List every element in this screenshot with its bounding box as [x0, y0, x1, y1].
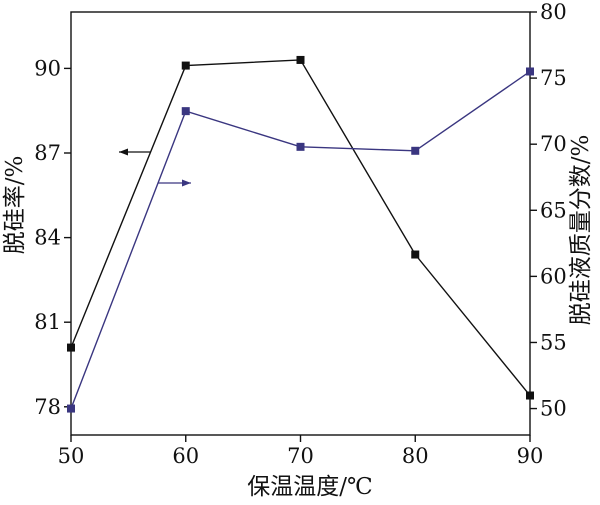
left-axis-arrow-head — [119, 148, 128, 156]
left-y-axis-title: 脱硅率/% — [2, 156, 28, 255]
series-line-left — [70, 59, 531, 396]
data-point-marker-left — [411, 250, 420, 259]
data-point-marker-right — [67, 404, 75, 413]
right-axis-arrow-head — [182, 179, 191, 187]
left-y-tick-label: 84 — [34, 226, 61, 250]
series-line-right — [70, 70, 531, 409]
data-point-marker-left — [526, 391, 534, 400]
data-point-marker-left — [181, 61, 190, 70]
x-tick-label: 90 — [517, 444, 544, 468]
right-axis-arrow — [158, 179, 191, 187]
series-layer — [67, 55, 534, 413]
data-point-marker-right — [296, 142, 305, 151]
right-y-axis-title: 脱硅液质量分数/% — [568, 135, 594, 326]
data-point-marker-right — [526, 67, 534, 76]
data-point-marker-right — [181, 107, 190, 116]
right-y-tick-label: 80 — [540, 0, 567, 24]
right-y-tick-label: 70 — [540, 132, 567, 156]
right-y-tick-label: 75 — [540, 66, 567, 90]
x-axis-title: 保温温度/℃ — [247, 474, 372, 500]
x-tick-label: 60 — [172, 444, 199, 468]
plot-border — [70, 11, 531, 436]
left-y-tick-label: 78 — [34, 395, 61, 419]
data-point-marker-left — [296, 55, 305, 64]
left-y-tick-label: 87 — [34, 141, 61, 165]
left-y-tick-label: 81 — [34, 310, 61, 334]
left-axis-arrow — [119, 148, 151, 156]
axis-ticks: 50 60 70 80 90 78 81 84 87 90 50 55 60 65 70 75 80 — [34, 0, 566, 468]
right-y-tick-label: 60 — [540, 264, 567, 288]
x-tick-label: 70 — [287, 444, 314, 468]
x-tick-label: 80 — [402, 444, 429, 468]
data-point-marker-left — [67, 343, 75, 352]
annotation-layer — [119, 148, 191, 187]
left-y-tick-label: 90 — [34, 56, 61, 80]
x-tick-label: 50 — [58, 444, 85, 468]
plot-frame — [70, 11, 531, 436]
data-point-marker-right — [411, 146, 420, 155]
right-y-tick-label: 65 — [540, 198, 567, 222]
right-y-tick-label: 55 — [540, 330, 567, 354]
right-y-tick-label: 50 — [540, 397, 567, 421]
